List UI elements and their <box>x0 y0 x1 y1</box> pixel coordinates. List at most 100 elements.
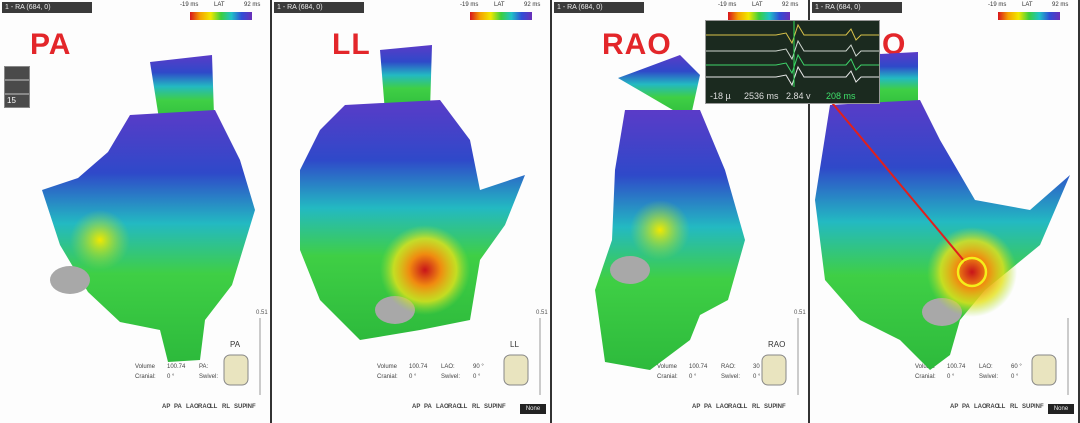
stat-text: 100.74 <box>167 364 186 370</box>
egm-trace <box>706 65 879 87</box>
stat-text: Swivel: <box>721 374 741 380</box>
view-button[interactable]: AP <box>162 404 171 410</box>
stat-text: Swivel: <box>979 374 999 380</box>
orientation-label: PA <box>230 340 241 349</box>
dropdown[interactable]: None <box>520 404 546 414</box>
panel-header: 1 - RA (684, 0) <box>2 2 92 13</box>
toolbar-button <box>4 80 30 94</box>
panel-header: 1 - RA (684, 0) <box>812 2 902 13</box>
view-button[interactable]: RAO <box>986 404 1000 410</box>
gray-patch <box>50 266 90 294</box>
view-button[interactable]: LAO <box>186 404 199 410</box>
activation-spot <box>380 225 470 315</box>
view-button[interactable]: AP <box>412 404 421 410</box>
dropdown[interactable]: None <box>1048 404 1074 414</box>
view-button[interactable]: LAO <box>436 404 449 410</box>
heart-icon <box>761 354 787 386</box>
slider-label: 0.51 <box>256 310 268 316</box>
scale-min: -19 ms <box>460 2 479 8</box>
view-button[interactable]: RAO <box>198 404 212 410</box>
stat-text: LAO: <box>441 364 455 370</box>
view-button[interactable]: RAO <box>728 404 742 410</box>
scale-max: 92 ms <box>1052 2 1069 8</box>
view-button[interactable]: SUP <box>234 404 247 410</box>
activation-spot <box>70 210 130 270</box>
view-button[interactable]: PA <box>962 404 970 410</box>
pointer-arrow <box>817 85 966 263</box>
color-bar <box>190 12 252 20</box>
egm-traces <box>706 21 879 87</box>
stat-text: 100.74 <box>689 364 708 370</box>
view-button[interactable]: LL <box>210 404 218 410</box>
scale-label: LAT <box>752 2 763 8</box>
egm-trace <box>706 23 879 45</box>
stat-text: 0 ° <box>947 374 955 380</box>
heart-icon <box>503 354 529 386</box>
view-button[interactable]: INF <box>496 404 506 410</box>
scale-label: LAT <box>494 2 505 8</box>
view-button[interactable]: PA <box>174 404 182 410</box>
view-button[interactable]: PA <box>424 404 432 410</box>
stat-text: Cranial: <box>657 374 678 380</box>
color-bar <box>470 12 532 20</box>
stat-text: 0 ° <box>1011 374 1019 380</box>
heart-tube <box>380 45 432 112</box>
view-button[interactable]: PA <box>704 404 712 410</box>
view-button[interactable]: SUP <box>1022 404 1035 410</box>
egm-readout: 2.84 v <box>786 91 811 101</box>
heart-tube <box>150 55 214 125</box>
view-button[interactable]: LAO <box>974 404 987 410</box>
stat-text: Cranial: <box>915 374 936 380</box>
egm-trace <box>706 39 879 61</box>
view-button[interactable]: RL <box>1010 404 1018 410</box>
slider-label: 0.51 <box>794 310 806 316</box>
stat-text: 0 ° <box>409 374 417 380</box>
stat-text: 0 ° <box>753 374 761 380</box>
egm-readout: 2536 ms <box>744 91 779 101</box>
view-button[interactable]: LL <box>998 404 1006 410</box>
scale-max: 92 ms <box>244 2 261 8</box>
egm-trace <box>706 53 879 75</box>
stat-text: PA: <box>199 364 209 370</box>
view-button[interactable]: AP <box>950 404 959 410</box>
view-button[interactable]: LL <box>460 404 468 410</box>
scale-max: 92 ms <box>524 2 541 8</box>
stat-text: Volume <box>915 364 936 370</box>
view-button[interactable]: RAO <box>448 404 462 410</box>
stat-text: Volume <box>135 364 156 370</box>
view-button[interactable]: SUP <box>764 404 777 410</box>
view-label: LL <box>332 28 371 61</box>
color-bar <box>728 12 790 20</box>
egm-inset: -18 µ 2536 ms 2.84 v 208 ms <box>705 20 880 104</box>
target-ring <box>956 256 988 288</box>
stat-text: 0 ° <box>473 374 481 380</box>
heart-icon <box>223 354 249 386</box>
egm-readout: -18 µ <box>710 91 731 101</box>
stat-text: Volume <box>657 364 678 370</box>
view-button[interactable]: RL <box>222 404 230 410</box>
stat-text: 30 ° <box>753 364 764 370</box>
stat-text: 0 ° <box>689 374 697 380</box>
scale-min: -19 ms <box>988 2 1007 8</box>
view-button[interactable]: RL <box>752 404 760 410</box>
scale-min: -19 ms <box>718 2 737 8</box>
heart-tube <box>618 55 700 120</box>
view-button[interactable]: LAO <box>716 404 729 410</box>
view-button[interactable]: INF <box>776 404 786 410</box>
view-button[interactable]: LL <box>740 404 748 410</box>
view-button[interactable]: RL <box>472 404 480 410</box>
view-button[interactable]: AP <box>692 404 701 410</box>
stat-text: 60 ° <box>1011 364 1022 370</box>
scale-min: -19 ms <box>180 2 199 8</box>
view-label: PA <box>30 28 72 61</box>
stat-text: 90 ° <box>473 364 484 370</box>
orientation-label: RAO <box>768 340 786 349</box>
view-button[interactable]: INF <box>1034 404 1044 410</box>
view-button[interactable]: SUP <box>484 404 497 410</box>
gray-patch <box>610 256 650 284</box>
scale-label: LAT <box>1022 2 1033 8</box>
stat-text: Volume <box>377 364 398 370</box>
view-button[interactable]: INF <box>246 404 256 410</box>
